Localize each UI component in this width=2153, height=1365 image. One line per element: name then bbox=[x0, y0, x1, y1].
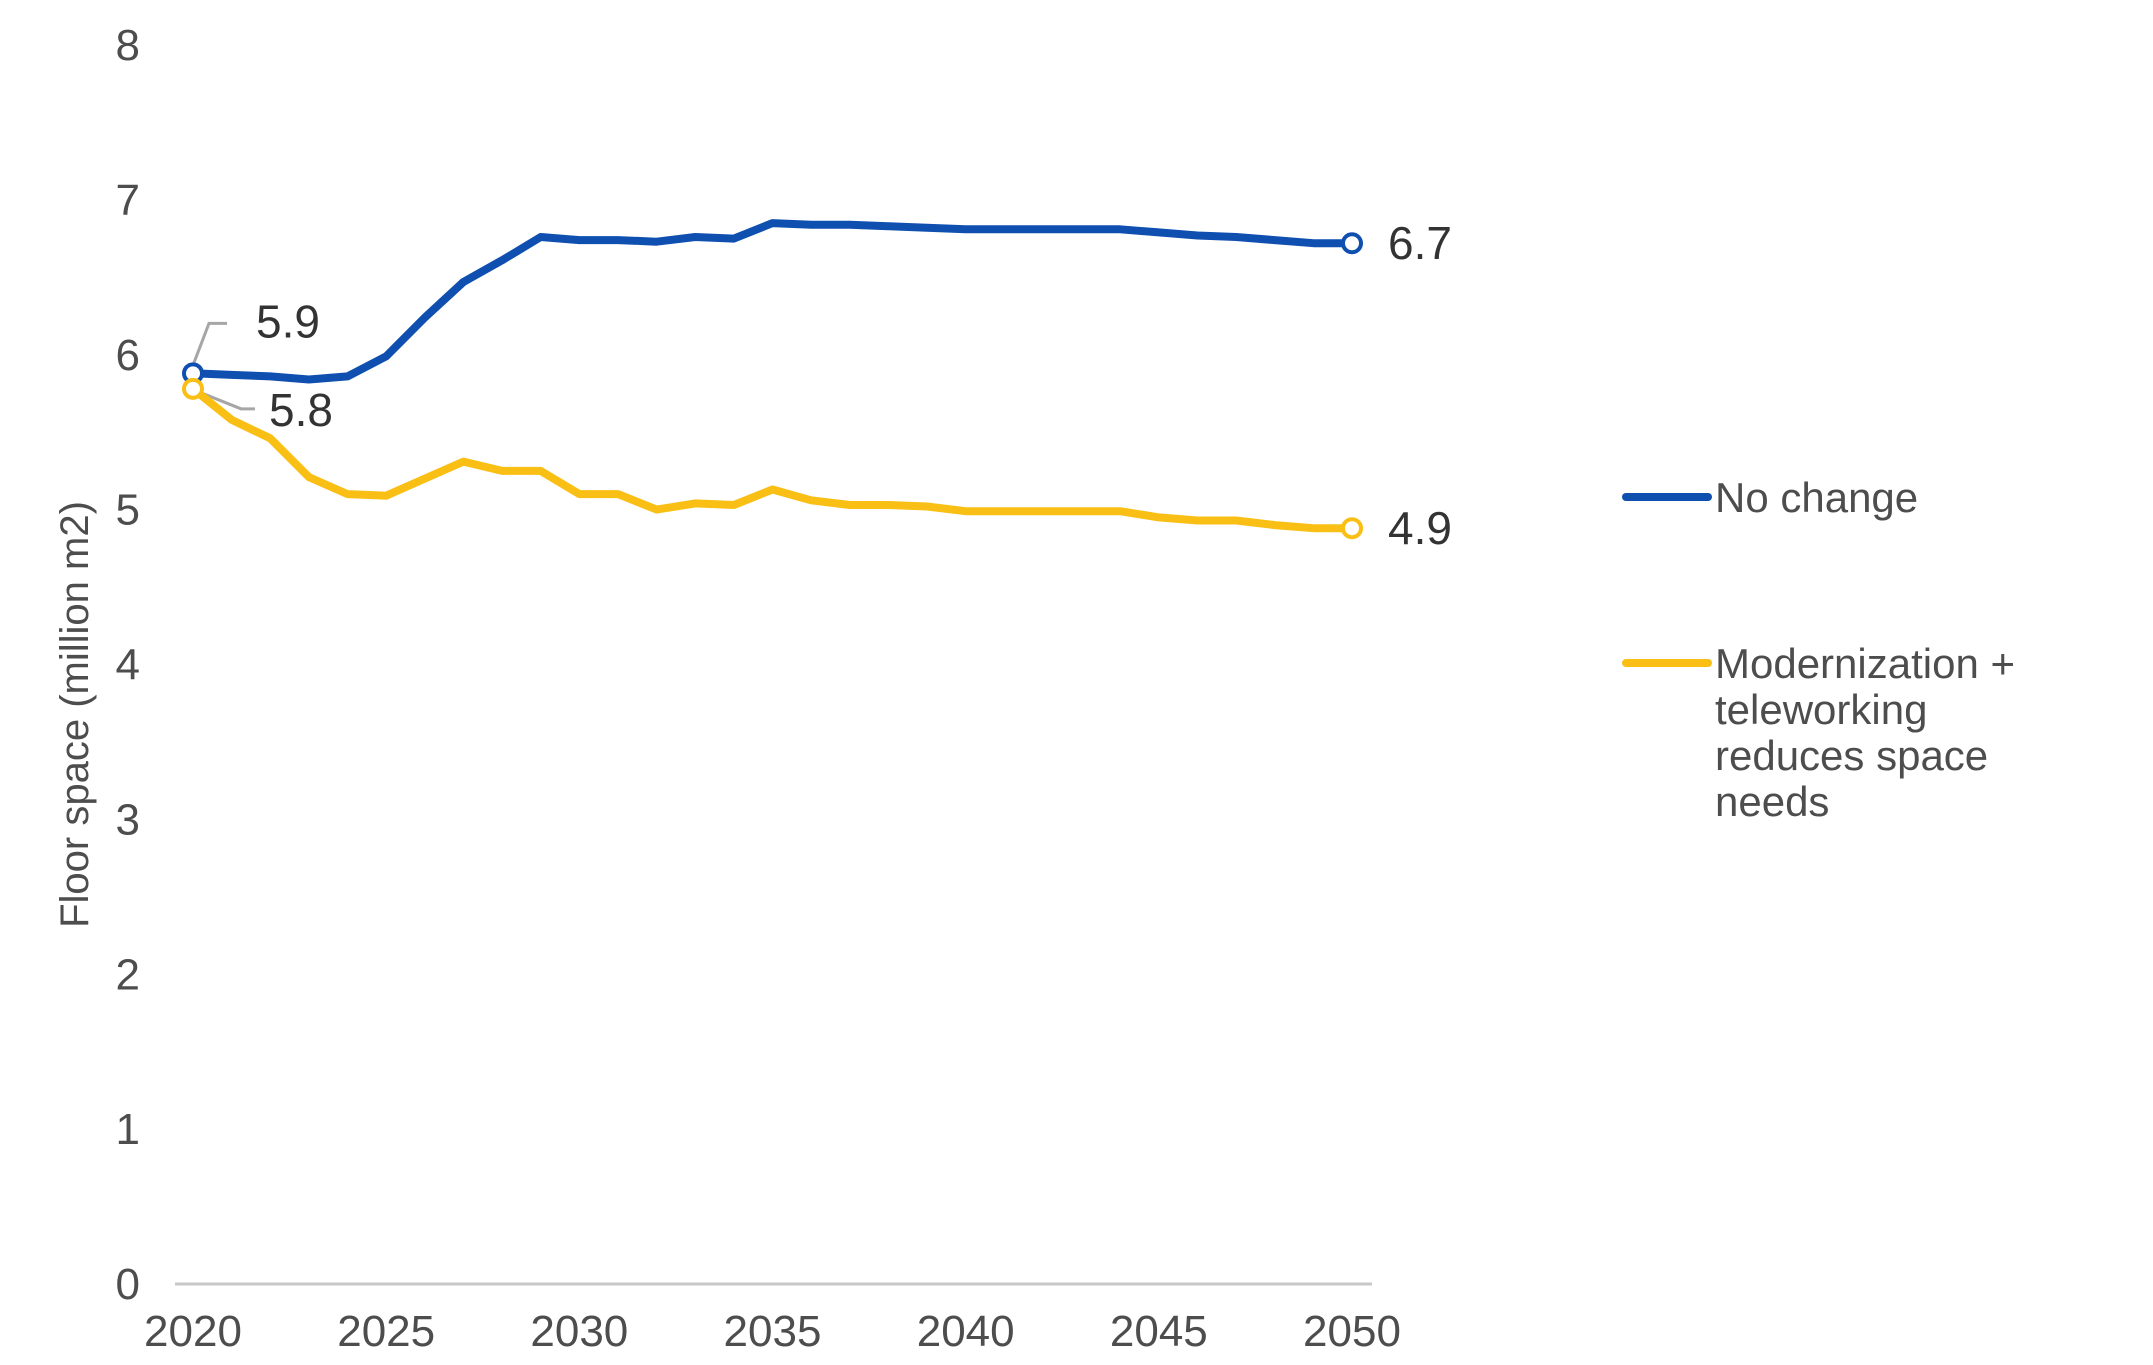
y-tick-label: 4 bbox=[116, 641, 140, 690]
legend-label-line: teleworking bbox=[1715, 686, 1927, 733]
data-label-end: 4.9 bbox=[1388, 502, 1452, 554]
leader-line-layer bbox=[191, 321, 255, 411]
data-label-start: 5.8 bbox=[269, 384, 333, 436]
x-tick-label: 2040 bbox=[917, 1307, 1015, 1356]
leader-line bbox=[191, 321, 227, 366]
y-tick-label: 8 bbox=[116, 21, 140, 70]
x-tick-label: 2045 bbox=[1110, 1307, 1208, 1356]
data-label-layer: 5.9 5.8 6.7 4.9 bbox=[256, 217, 1452, 554]
series-line bbox=[189, 219, 1356, 384]
x-tick-label: 2020 bbox=[144, 1307, 242, 1356]
data-label-start: 5.9 bbox=[256, 295, 320, 347]
legend-label-line: reduces space bbox=[1715, 732, 1988, 779]
legend: No change Modernization +teleworkingreduc… bbox=[1622, 474, 2015, 825]
y-tick-label: 7 bbox=[116, 176, 140, 225]
x-tick-label: 2050 bbox=[1303, 1307, 1401, 1356]
legend-label: No change bbox=[1715, 474, 1918, 521]
series-end-marker bbox=[1341, 232, 1363, 255]
series-line bbox=[189, 384, 1356, 533]
y-tick-label: 0 bbox=[116, 1260, 140, 1309]
x-tick-label: 2030 bbox=[530, 1307, 628, 1356]
legend-label-line: needs bbox=[1715, 778, 1829, 825]
y-tick-label: 1 bbox=[116, 1105, 140, 1154]
x-tick-label: 2025 bbox=[337, 1307, 435, 1356]
series-start-marker bbox=[182, 377, 204, 400]
y-axis-title: Floor space (million m2) bbox=[53, 501, 97, 928]
legend-label-line: Modernization + bbox=[1715, 640, 2015, 687]
y-tick-label: 3 bbox=[116, 795, 140, 844]
x-tick-label: 2035 bbox=[724, 1307, 822, 1356]
axis-layer: 0 1 2 3 4 5 6 7 8 2020 2025 2030 2035 2040 2045 2050 Flo… bbox=[53, 21, 1401, 1356]
y-tick-label: 2 bbox=[116, 950, 140, 999]
y-tick-label: 6 bbox=[116, 331, 140, 380]
series-layer bbox=[182, 219, 1363, 540]
y-tick-label: 5 bbox=[116, 486, 140, 535]
series-end-marker bbox=[1341, 517, 1363, 540]
data-label-end: 6.7 bbox=[1388, 217, 1452, 269]
leader-line bbox=[200, 391, 255, 411]
